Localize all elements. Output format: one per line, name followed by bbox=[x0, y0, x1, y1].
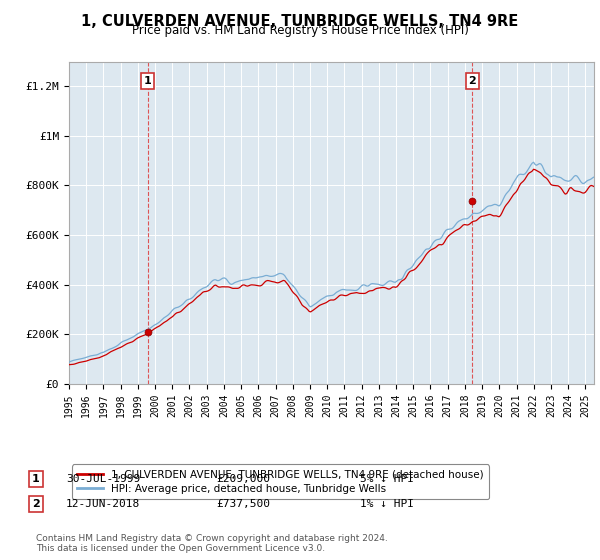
Text: 1, CULVERDEN AVENUE, TUNBRIDGE WELLS, TN4 9RE: 1, CULVERDEN AVENUE, TUNBRIDGE WELLS, TN… bbox=[82, 14, 518, 29]
Text: 12-JUN-2018: 12-JUN-2018 bbox=[66, 499, 140, 509]
Text: 1: 1 bbox=[144, 76, 152, 86]
Text: 1% ↓ HPI: 1% ↓ HPI bbox=[360, 499, 414, 509]
Text: Contains HM Land Registry data © Crown copyright and database right 2024.
This d: Contains HM Land Registry data © Crown c… bbox=[36, 534, 388, 553]
Text: £209,000: £209,000 bbox=[216, 474, 270, 484]
Text: Price paid vs. HM Land Registry's House Price Index (HPI): Price paid vs. HM Land Registry's House … bbox=[131, 24, 469, 36]
Text: £737,500: £737,500 bbox=[216, 499, 270, 509]
Text: 5% ↓ HPI: 5% ↓ HPI bbox=[360, 474, 414, 484]
Text: 1: 1 bbox=[32, 474, 40, 484]
Legend: 1, CULVERDEN AVENUE, TUNBRIDGE WELLS, TN4 9RE (detached house), HPI: Average pri: 1, CULVERDEN AVENUE, TUNBRIDGE WELLS, TN… bbox=[71, 464, 489, 499]
Text: 2: 2 bbox=[469, 76, 476, 86]
Text: 2: 2 bbox=[32, 499, 40, 509]
Text: 30-JUL-1999: 30-JUL-1999 bbox=[66, 474, 140, 484]
